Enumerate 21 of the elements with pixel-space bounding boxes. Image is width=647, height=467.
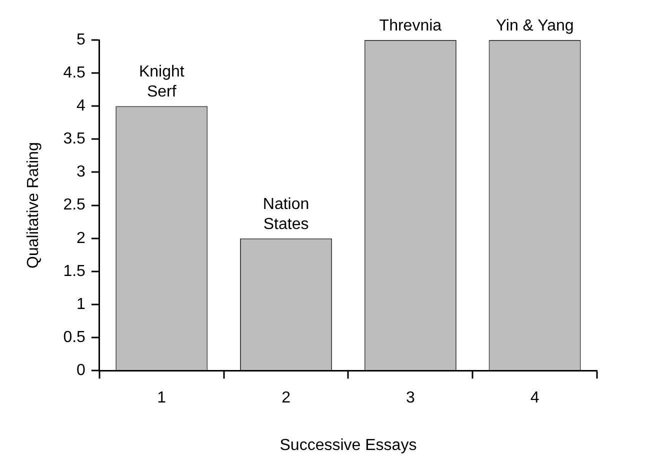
y-tick-label: 0: [76, 362, 86, 380]
annotation: Nation States: [262, 196, 310, 233]
y-tick-label: 0.5: [63, 328, 86, 346]
annotation: Yin & Yang: [496, 17, 574, 34]
y-tick-label: 5: [76, 31, 86, 48]
annotation: Threvnia: [379, 17, 442, 34]
y-tick-label: 4: [76, 98, 86, 115]
y-tick-label: 2.5: [63, 196, 86, 214]
y-tick-label: 3.5: [63, 130, 86, 148]
x-axis-title: Successive Essays: [280, 436, 417, 454]
x-tick-label: 3: [406, 390, 415, 407]
y-tick-label: 3: [76, 164, 86, 181]
y-tick-label: 2: [76, 230, 86, 247]
y-tick-label: 1.5: [63, 262, 86, 280]
x-tick-label: 2: [282, 390, 291, 407]
y-axis-title: Qualitative Rating: [25, 142, 42, 268]
annotation: Knight Serf: [138, 64, 185, 101]
x-tick-label: 4: [530, 390, 540, 407]
y-tick-label: 4.5: [63, 64, 86, 82]
y-tick-label: 1: [76, 296, 86, 313]
x-tick-label: 1: [157, 390, 166, 407]
